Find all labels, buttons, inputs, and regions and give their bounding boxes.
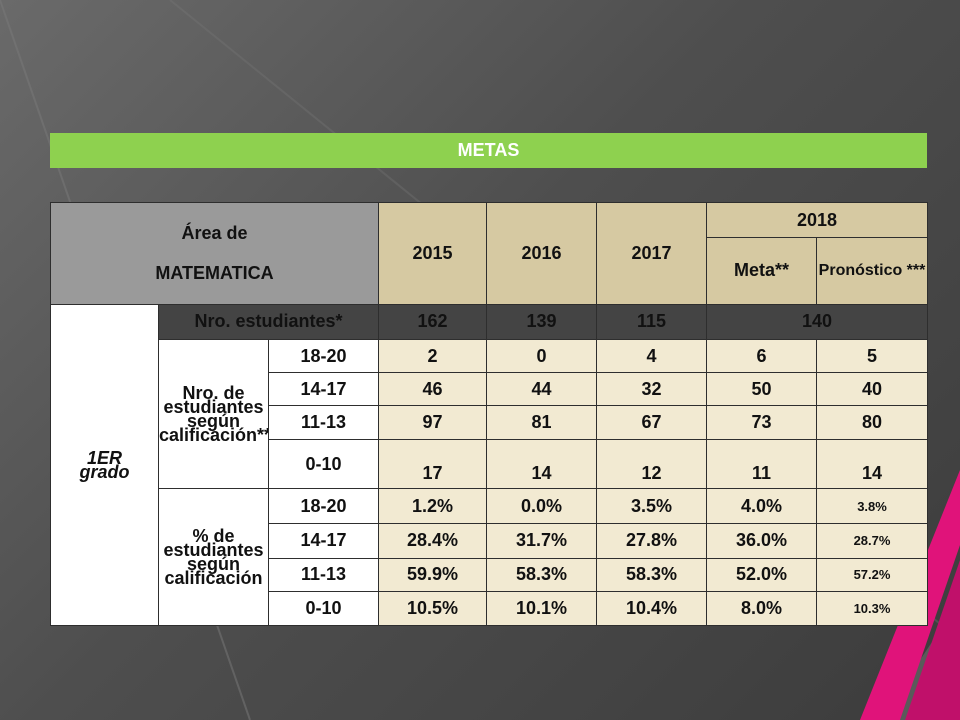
range-label: 0-10 [267,438,380,490]
pronostico-header: Pronóstico *** [816,237,929,305]
pct-cell: 58.3% [596,557,708,592]
count-cell: 40 [816,372,929,407]
range-label: 0-10 [267,590,380,627]
nro-2016: 139 [486,303,598,340]
count-cell: 32 [596,372,708,407]
pct-cell: 31.7% [486,523,598,559]
year-2015: 2015 [378,202,488,305]
count-cell: 12 [596,438,708,490]
range-label: 14-17 [267,372,380,407]
pct-cell: 4.0% [706,488,818,525]
range-label: 14-17 [267,523,380,559]
count-cell: 17 [378,438,488,490]
count-cell: 6 [706,338,818,374]
pct-cell: 28.7% [816,523,929,559]
area-title-line1: Área de [181,223,248,244]
count-cell: 14 [816,438,929,490]
pct-cell: 3.8% [816,488,929,525]
count-cell: 0 [486,338,598,374]
count-group-label: Nro. de estudiantes según calificación**… [158,338,269,490]
nro-2018: 140 [706,303,929,340]
count-cell: 67 [596,405,708,440]
pct-cell: 10.5% [378,590,488,627]
count-cell: 80 [816,405,929,440]
pct-cell: 52.0% [706,557,818,592]
nro-estudiantes-label: Nro. estudiantes* [157,303,380,340]
range-label: 11-13 [267,405,380,440]
pct-cell: 10.3% [816,590,929,627]
count-cell: 2 [378,338,488,374]
pct-cell: 10.1% [486,590,598,627]
area-title: Área de MATEMATICA [49,202,380,305]
count-cell: 14 [486,438,598,490]
count-cell: 4 [596,338,708,374]
metas-banner: METAS [50,133,927,168]
pct-group-label: % de estudiantes según calificación [158,488,269,626]
meta-header: Meta** [706,237,818,305]
pct-cell: 57.2% [816,557,929,592]
pct-cell: 59.9% [378,557,488,592]
pct-cell: 0.0% [486,488,598,525]
nro-2015: 162 [378,303,488,340]
grade-line2: grado [79,461,130,482]
pct-cell: 58.3% [486,557,598,592]
range-label: 18-20 [267,488,380,525]
nro-2017: 115 [596,303,708,340]
range-label: 18-20 [267,338,380,374]
year-2018: 2018 [706,201,929,239]
count-cell: 97 [378,405,488,440]
grade-label: 1ER grado [50,303,159,627]
pct-cell: 27.8% [596,523,708,559]
pct-cell: 36.0% [706,523,818,559]
pct-cell: 1.2% [378,488,488,525]
area-title-line2: MATEMATICA [155,263,274,284]
count-cell: 50 [706,372,818,407]
metas-table: Área de MATEMATICA 2015 2016 2017 2018 M… [49,201,929,627]
grade-line1: 1ER [86,447,122,468]
pct-cell: 3.5% [596,488,708,525]
count-cell: 44 [486,372,598,407]
year-2017: 2017 [596,202,708,305]
pct-cell: 10.4% [596,590,708,627]
count-cell: 11 [706,438,818,490]
range-label: 11-13 [267,557,380,592]
pct-cell: 8.0% [706,590,818,627]
count-cell: 5 [816,338,929,374]
count-cell: 46 [378,372,488,407]
count-cell: 81 [486,405,598,440]
count-cell: 73 [706,405,818,440]
year-2016: 2016 [486,202,598,305]
pct-cell: 28.4% [378,523,488,559]
